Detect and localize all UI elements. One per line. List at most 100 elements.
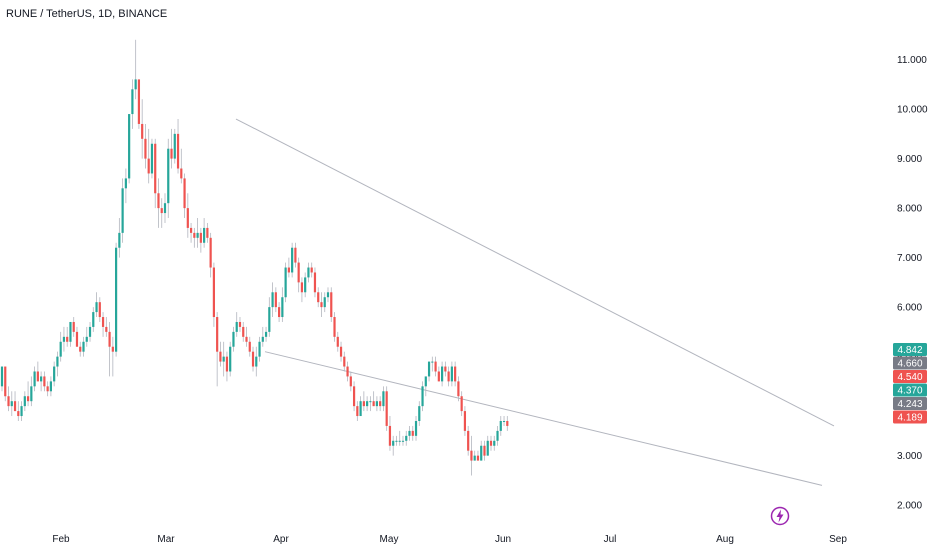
- candle-body: [441, 366, 444, 382]
- candle-body: [255, 356, 258, 367]
- candle-body: [137, 79, 141, 124]
- candle-body: [392, 440, 395, 446]
- candle-body: [75, 331, 79, 347]
- candle-body: [49, 381, 52, 392]
- candle-body: [193, 232, 196, 238]
- candle-body: [405, 435, 408, 441]
- candle-body: [271, 292, 274, 308]
- candle-body: [20, 406, 23, 417]
- y-tick-label: 7.000: [897, 253, 922, 264]
- candle-body: [434, 361, 437, 372]
- candle-body: [248, 341, 251, 352]
- candle-body: [238, 321, 242, 327]
- price-axis[interactable]: 11.00010.0009.0008.0007.0006.0005.0003.0…: [897, 55, 928, 512]
- candle-body: [59, 341, 62, 357]
- candle-body: [46, 386, 49, 392]
- candle-body: [10, 401, 13, 407]
- candle-body: [134, 79, 137, 90]
- candle-body: [189, 227, 193, 233]
- candle-body: [467, 430, 470, 451]
- candle-body: [307, 267, 310, 278]
- candle-body: [219, 351, 222, 362]
- candle-body: [101, 317, 105, 327]
- candle-body: [157, 193, 160, 209]
- candle-body: [489, 440, 493, 446]
- candle-body: [333, 317, 336, 337]
- candle-body: [118, 232, 121, 248]
- candle-body: [300, 282, 304, 293]
- candle-body: [437, 371, 440, 382]
- candle-body: [323, 297, 326, 308]
- candle-body: [173, 133, 176, 159]
- candle-body: [460, 396, 463, 412]
- x-tick-label: Mar: [157, 534, 175, 545]
- candle-body: [480, 445, 483, 461]
- y-tick-label: 9.000: [897, 154, 922, 165]
- candle-body: [463, 411, 467, 431]
- candle-body: [4, 366, 7, 397]
- candle-body: [242, 326, 245, 337]
- candle-body: [313, 272, 317, 293]
- candle-body: [203, 227, 206, 243]
- candle-body: [278, 307, 281, 318]
- candle-body: [124, 178, 127, 189]
- candle-body: [310, 267, 313, 273]
- candle-body: [95, 302, 98, 313]
- candle-body: [385, 391, 388, 426]
- candle-body: [261, 336, 264, 342]
- y-tick-label: 6.000: [897, 303, 922, 314]
- candle-body: [216, 317, 219, 352]
- chart-title: RUNE / TetherUS, 1D, BINANCE: [6, 8, 168, 20]
- price-badge-label: 4.842: [897, 345, 922, 356]
- candle-body: [304, 277, 307, 293]
- lightning-bolt-icon[interactable]: [770, 506, 790, 526]
- candle-body: [131, 89, 134, 115]
- candle-body: [401, 440, 405, 442]
- candle-body: [160, 208, 163, 214]
- candle-body: [352, 386, 356, 407]
- trendlines: [235, 118, 835, 486]
- price-badge-label: 4.243: [897, 399, 922, 410]
- candle-body: [17, 411, 20, 417]
- candle-body: [235, 321, 238, 332]
- candle-body: [346, 366, 349, 377]
- price-badge-label: 4.540: [897, 372, 922, 383]
- candle-body: [180, 168, 183, 179]
- candle-body: [294, 247, 297, 263]
- candle-body: [502, 420, 506, 422]
- candle-body: [72, 321, 75, 332]
- candle-body: [176, 133, 180, 169]
- candle-body: [30, 386, 33, 402]
- candle-body: [291, 247, 294, 273]
- candle-body: [258, 341, 261, 357]
- candle-body: [69, 321, 72, 342]
- candle-body: [212, 267, 215, 318]
- candle-body: [222, 356, 225, 362]
- candle-body: [147, 158, 150, 174]
- candle-body: [476, 455, 480, 461]
- trendline-upper: [235, 118, 835, 427]
- candle-body: [395, 440, 398, 442]
- y-tick-label: 2.000: [897, 501, 922, 512]
- candle-body: [111, 346, 114, 352]
- candle-body: [372, 401, 375, 407]
- price-badge: [893, 356, 927, 370]
- time-axis[interactable]: Feb Mar Apr May Jun Jul Aug Sep: [52, 534, 847, 545]
- candle-body: [486, 440, 489, 456]
- candle-body: [115, 247, 118, 352]
- candles: [0, 39, 509, 476]
- y-tick-label: 11.000: [897, 55, 927, 66]
- candle-body: [85, 336, 88, 342]
- price-badge-label: 4.370: [897, 386, 922, 397]
- candle-body: [154, 143, 157, 194]
- candle-body: [473, 455, 476, 461]
- candle-body: [40, 376, 43, 382]
- candle-body: [431, 361, 434, 363]
- candle-body: [450, 366, 453, 382]
- candle-body: [398, 440, 401, 442]
- candle-body: [196, 232, 199, 238]
- candle-body: [408, 430, 411, 436]
- candle-body: [88, 326, 92, 337]
- candle-body: [206, 227, 209, 238]
